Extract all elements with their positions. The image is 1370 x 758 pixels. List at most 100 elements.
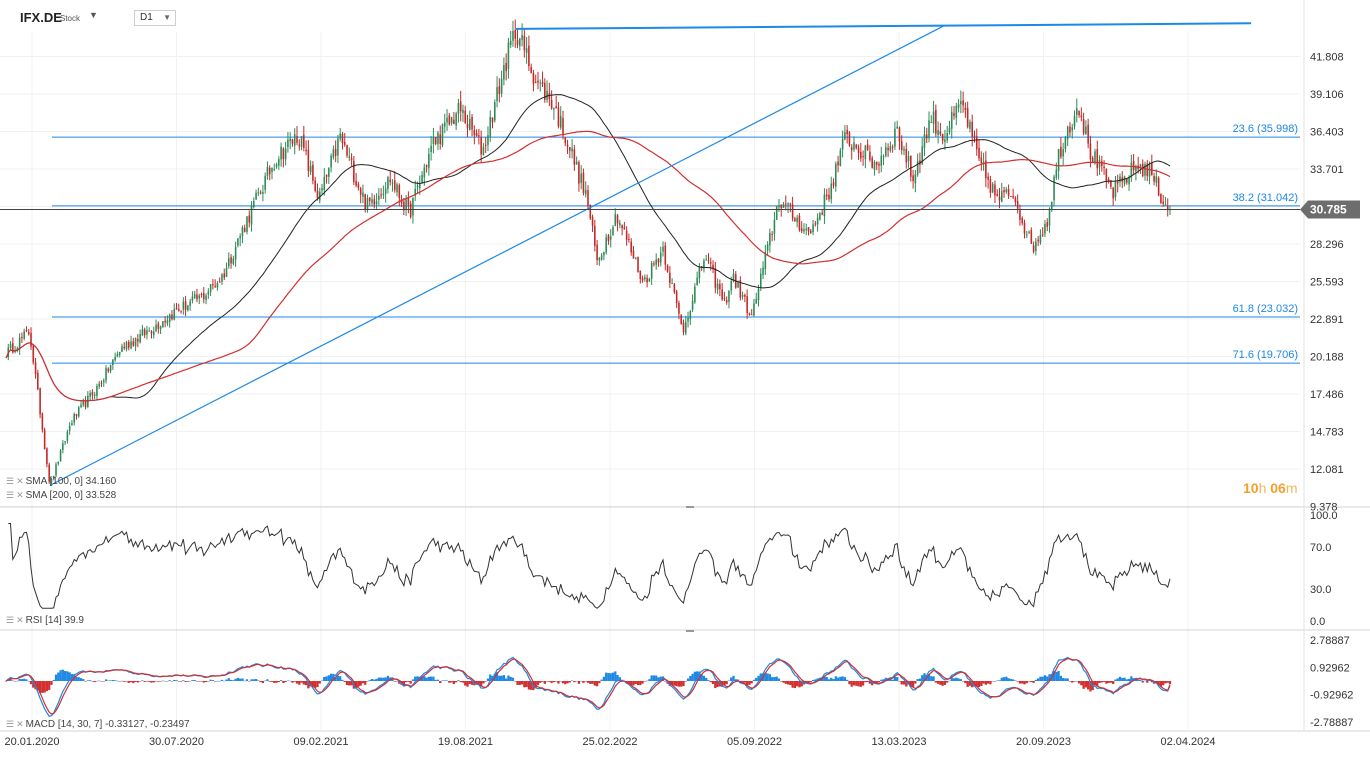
- candle-body: [464, 110, 467, 123]
- macd-histogram-bar: [95, 680, 99, 682]
- settings-icon[interactable]: ☰: [6, 476, 15, 486]
- macd-histogram-bar: [34, 681, 37, 690]
- candle-body: [1164, 204, 1167, 206]
- settings-icon[interactable]: ☰: [6, 719, 15, 729]
- candle-body: [937, 130, 939, 136]
- macd-histogram-bar: [138, 681, 142, 682]
- candle-body: [398, 185, 401, 199]
- candle-body: [80, 404, 82, 408]
- candle-body: [850, 147, 853, 151]
- macd-histogram-bar: [218, 680, 221, 682]
- macd-histogram-bar: [766, 673, 769, 681]
- candle-body: [719, 283, 721, 290]
- symbol-dropdown-icon[interactable]: ▼: [89, 10, 98, 20]
- candle-body: [821, 212, 823, 215]
- macd-histogram-bar: [582, 681, 585, 683]
- candle-body: [1044, 224, 1046, 234]
- macd-histogram-bar: [864, 681, 867, 683]
- candle-body: [778, 205, 780, 208]
- candle-body: [1032, 245, 1035, 252]
- candle-body: [655, 259, 657, 265]
- candle-body: [77, 407, 80, 417]
- settings-icon[interactable]: ☰: [6, 615, 15, 625]
- macd-histogram-bar: [786, 681, 790, 685]
- candle-body: [441, 124, 444, 146]
- close-icon[interactable]: ✕: [16, 719, 24, 729]
- macd-histogram-bar: [220, 679, 224, 681]
- trendlines[interactable]: [49, 22, 1252, 486]
- candle-body: [787, 203, 789, 205]
- candle-body: [112, 359, 114, 365]
- macd-histogram-bar: [771, 677, 774, 681]
- candle-body: [707, 260, 710, 262]
- macd-histogram-bar: [364, 681, 367, 685]
- sma200-label[interactable]: ☰ ✕ SMA [200, 0] 33.528: [6, 490, 116, 501]
- macd-histogram-bar: [373, 679, 376, 681]
- rsi-label[interactable]: ☰ ✕ RSI [14] 39.9: [6, 615, 84, 626]
- close-icon[interactable]: ✕: [16, 476, 24, 486]
- macd-histogram-bar: [541, 681, 544, 682]
- candle-body: [914, 174, 917, 184]
- macd-label[interactable]: ☰ ✕ MACD [14, 30, 7] -0.33127, -0.23497: [6, 719, 190, 730]
- macd-histogram-bar: [630, 681, 633, 686]
- macd-histogram-bar: [1130, 676, 1133, 681]
- symbol-name[interactable]: IFX.DE: [20, 10, 62, 25]
- candle-body: [300, 136, 303, 147]
- macd-histogram-bar: [814, 679, 817, 681]
- candle-body: [796, 217, 798, 223]
- macd-pane: 2.78887 0.92962 -0.92962 -2.78887: [4, 635, 1353, 729]
- macd-histogram-bar: [1087, 681, 1090, 690]
- candle-body: [50, 478, 53, 483]
- macd-text: MACD [14, 30, 7] -0.33127, -0.23497: [25, 719, 190, 730]
- symbol-type: Stock: [60, 14, 81, 23]
- candle-body: [405, 199, 407, 210]
- candle-body: [412, 197, 414, 216]
- candle-body: [948, 127, 951, 133]
- candle-body: [278, 159, 280, 166]
- candle-body: [605, 237, 607, 253]
- candle-body: [534, 81, 537, 83]
- macd-histogram-bar: [1057, 671, 1060, 681]
- macd-histogram-bar: [650, 675, 653, 681]
- candle-body: [957, 104, 960, 108]
- candle-body: [66, 431, 69, 441]
- sma100-label[interactable]: ☰ ✕ SMA [100, 0] 34.160: [6, 476, 116, 487]
- candle-body: [846, 129, 848, 135]
- candle-body: [1016, 201, 1019, 209]
- candle-body: [130, 341, 132, 349]
- macd-histogram-bar: [216, 680, 219, 682]
- candle-body: [1160, 193, 1162, 203]
- close-icon[interactable]: ✕: [16, 490, 24, 500]
- macd-histogram-bar: [573, 681, 576, 683]
- candle-body: [473, 130, 476, 136]
- candle-body: [171, 314, 173, 320]
- candle-body: [855, 144, 858, 148]
- macd-histogram-bar: [234, 678, 237, 681]
- macd-histogram-bar: [934, 681, 937, 683]
- rsi-tick-label: 70.0: [1310, 542, 1331, 554]
- time-tick-label: 25.02.2022: [582, 736, 637, 748]
- candle-body: [789, 203, 792, 205]
- candle-body: [448, 115, 451, 125]
- settings-icon[interactable]: ☰: [6, 490, 15, 500]
- candle-body: [853, 142, 855, 150]
- candle-body: [507, 42, 510, 69]
- macd-histogram-bar: [100, 681, 103, 682]
- candle-body: [314, 180, 316, 191]
- macd-histogram-bar: [452, 681, 456, 685]
- candle-body: [1025, 234, 1028, 236]
- candle-body: [207, 291, 210, 295]
- macd-histogram-bar: [113, 680, 117, 681]
- close-icon[interactable]: ✕: [16, 615, 24, 625]
- candle-body: [332, 149, 335, 158]
- macd-histogram-bar: [118, 681, 121, 682]
- macd-histogram-bar: [52, 679, 55, 681]
- timeframe-select[interactable]: D1 ▼: [134, 10, 176, 26]
- candle-body: [84, 400, 87, 407]
- candle-body: [466, 123, 469, 129]
- candle-body: [891, 146, 894, 148]
- candle-body: [139, 334, 141, 343]
- macd-histogram-bar: [327, 675, 330, 681]
- macd-histogram-bar: [1084, 681, 1088, 688]
